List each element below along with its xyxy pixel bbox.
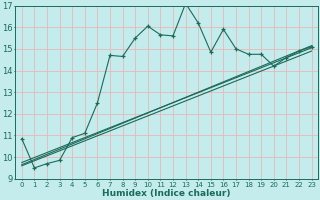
X-axis label: Humidex (Indice chaleur): Humidex (Indice chaleur) (102, 189, 231, 198)
